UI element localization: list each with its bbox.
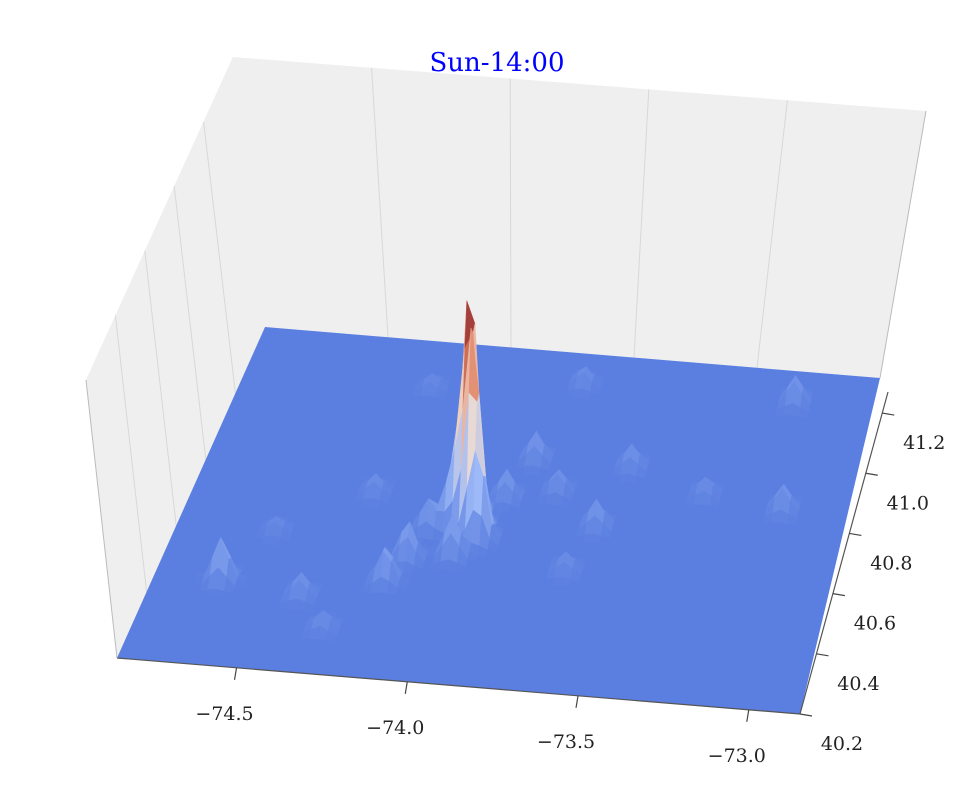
x-axis-line bbox=[116, 657, 801, 715]
x-tick-mark bbox=[575, 695, 579, 708]
y-tick-label: 40.8 bbox=[870, 552, 912, 574]
surface-cell bbox=[325, 630, 338, 642]
x-axis-ticks: −74.5 −74.0 −73.5 −73.0 bbox=[195, 667, 766, 767]
y-tick-label: 40.2 bbox=[821, 733, 863, 755]
x-tick-mark bbox=[404, 681, 408, 694]
surface-cell bbox=[787, 514, 798, 526]
pane-gridlines bbox=[114, 67, 788, 592]
y-tick-mark bbox=[799, 713, 813, 717]
x-tick-mark bbox=[233, 667, 238, 680]
surface-cell bbox=[379, 489, 391, 503]
y-tick-label: 41.0 bbox=[887, 492, 929, 514]
surface-cell bbox=[798, 407, 809, 418]
back-pane bbox=[233, 57, 926, 378]
surface-cell bbox=[280, 528, 292, 541]
y-axis-ticks: 40.2 40.4 40.6 40.8 41.0 41.2 bbox=[799, 412, 945, 755]
surface-cell bbox=[626, 473, 637, 484]
gridline bbox=[371, 67, 389, 338]
y-tick-label: 40.6 bbox=[854, 613, 896, 635]
surface-cell bbox=[510, 491, 522, 509]
surface-cell bbox=[591, 533, 602, 544]
surface-cell bbox=[269, 535, 281, 546]
surface-cell bbox=[560, 577, 572, 587]
surface-cell bbox=[435, 387, 447, 400]
gridline bbox=[144, 250, 177, 526]
x-tick-label: −73.5 bbox=[537, 731, 595, 753]
surface-cell bbox=[213, 588, 225, 599]
gridline bbox=[114, 315, 148, 592]
gridline bbox=[173, 186, 207, 460]
left-side-pane bbox=[86, 57, 265, 658]
y-tick-mark bbox=[832, 593, 845, 597]
y-tick-mark bbox=[882, 412, 895, 416]
x-tick-mark bbox=[746, 709, 750, 722]
surface-cell bbox=[561, 496, 572, 507]
y-axis-line bbox=[799, 391, 889, 715]
surface-cell bbox=[636, 464, 647, 479]
surface-cell bbox=[303, 601, 315, 612]
surface-cell bbox=[454, 562, 466, 573]
chart-title: Sun-14:00 bbox=[429, 48, 564, 78]
gridline bbox=[509, 78, 512, 348]
surface-cell bbox=[500, 502, 512, 514]
surface-cell bbox=[386, 580, 398, 596]
z-axis-edge bbox=[879, 110, 927, 379]
surface-base bbox=[117, 327, 880, 714]
surface-cell bbox=[540, 454, 551, 471]
surface-cell bbox=[397, 579, 409, 591]
surface-cell bbox=[530, 465, 541, 476]
gridline bbox=[633, 89, 650, 358]
x-tick-label: −73.0 bbox=[708, 745, 766, 767]
left-axis-edge bbox=[85, 379, 118, 659]
surface-cell bbox=[223, 576, 236, 594]
axis-panes bbox=[86, 57, 926, 658]
surface-cell bbox=[477, 545, 488, 557]
surface-plot bbox=[117, 300, 880, 714]
surface-cell bbox=[590, 382, 601, 395]
surface-cell bbox=[600, 523, 612, 539]
y-tick-mark bbox=[849, 532, 862, 537]
y-tick-label: 40.4 bbox=[837, 673, 879, 695]
surface-cell bbox=[467, 551, 478, 562]
surface-cell bbox=[709, 495, 720, 508]
surface-cell bbox=[234, 578, 246, 589]
x-tick-label: −74.5 bbox=[195, 703, 253, 725]
y-tick-label: 41.2 bbox=[903, 432, 945, 454]
surface-cell bbox=[580, 388, 591, 400]
gridline bbox=[756, 100, 788, 368]
surface-cell bbox=[570, 568, 582, 582]
surface-cell bbox=[369, 497, 380, 508]
gridline bbox=[203, 121, 236, 394]
y-tick-mark bbox=[816, 653, 829, 657]
surface-cell bbox=[413, 552, 425, 569]
surface-cell bbox=[487, 538, 499, 553]
x-tick-label: −74.0 bbox=[366, 717, 424, 739]
axis-lines bbox=[85, 110, 927, 715]
y-tick-mark bbox=[865, 472, 878, 476]
